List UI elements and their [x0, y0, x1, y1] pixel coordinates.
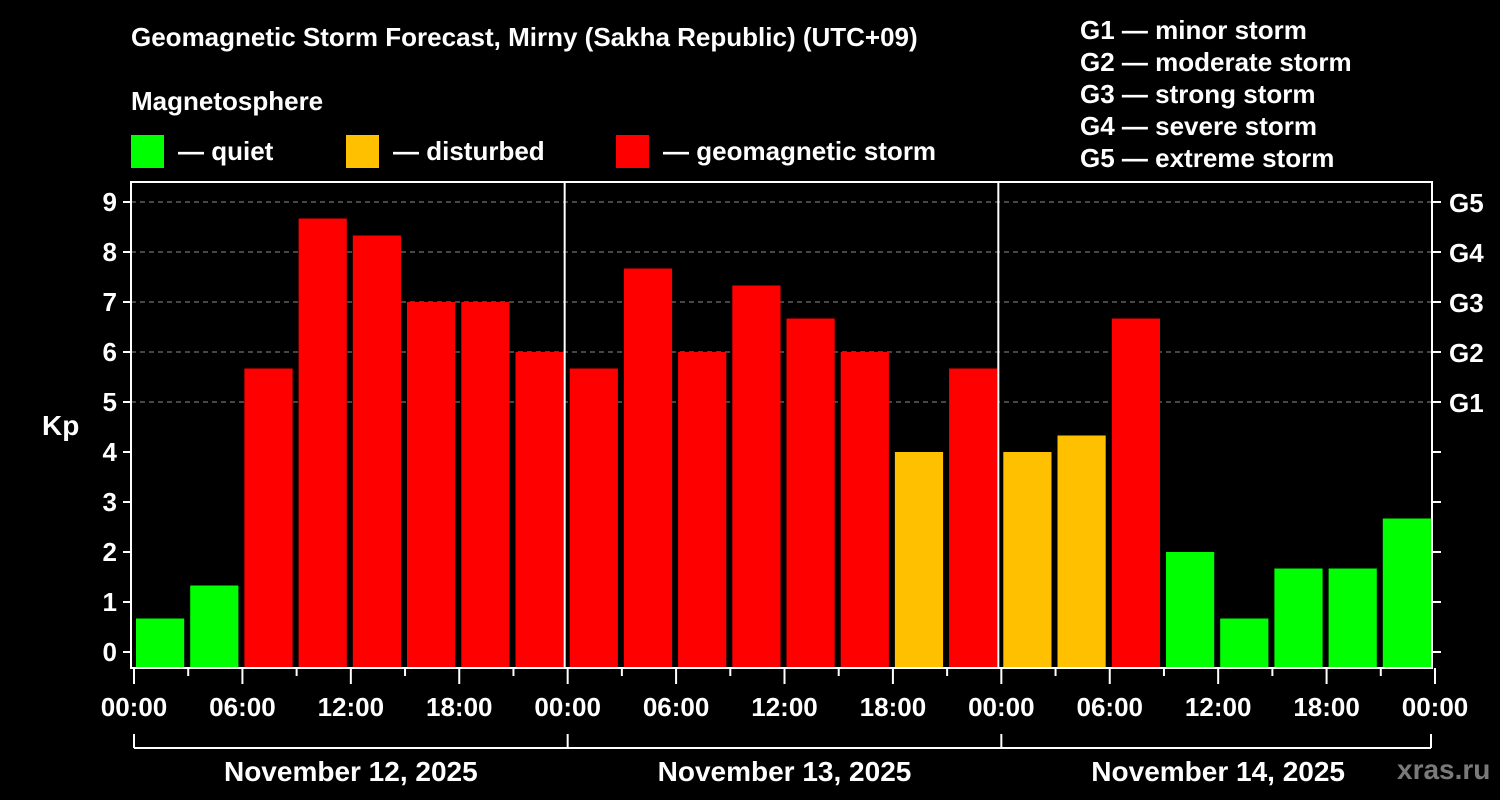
- x-tick-label: 18:00: [860, 692, 927, 722]
- y-tick-label: 0: [103, 637, 117, 667]
- y-axis-label: Kp: [42, 410, 80, 441]
- kp-bar: [1328, 568, 1377, 667]
- x-tick-label: 18:00: [1293, 692, 1360, 722]
- kp-bar: [136, 618, 185, 667]
- storm-scale-legend: G1 — minor storm G2 — moderate storm G3 …: [1080, 14, 1352, 174]
- g-level-label: G2: [1449, 338, 1484, 368]
- x-tick-label: 00:00: [968, 692, 1035, 722]
- x-tick-label: 00:00: [1402, 692, 1469, 722]
- plot-frame: [130, 181, 1433, 669]
- x-tick-label: 06:00: [1077, 692, 1144, 722]
- storm-scale-g1: G1 — minor storm: [1080, 15, 1307, 45]
- kp-bar: [623, 268, 673, 667]
- storm-scale-g5: G5 — extreme storm: [1080, 143, 1335, 173]
- storm-swatch-icon: [616, 134, 649, 168]
- kp-bar: [840, 352, 889, 667]
- x-tick-label: 00:00: [101, 692, 168, 722]
- quiet-swatch-icon: [131, 134, 164, 168]
- legend-title: Magnetosphere: [131, 86, 324, 116]
- y-tick-label: 5: [103, 387, 117, 417]
- kp-bar: [1111, 318, 1160, 667]
- kp-bar: [1166, 552, 1215, 667]
- g-level-label: G3: [1449, 288, 1484, 318]
- x-tick-label: 00:00: [534, 692, 601, 722]
- kp-bar: [569, 368, 618, 667]
- day-label: November 13, 2025: [658, 756, 912, 787]
- kp-bar: [1220, 618, 1269, 667]
- legend-item-disturbed: — disturbed: [346, 134, 545, 168]
- kp-bar: [352, 235, 401, 667]
- y-tick-label: 3: [103, 487, 117, 517]
- storm-scale-g2: G2 — moderate storm: [1080, 47, 1352, 77]
- kp-bar: [1003, 452, 1052, 667]
- kp-bar: [1274, 568, 1323, 667]
- kp-bar: [1382, 518, 1431, 667]
- x-tick-label: 12:00: [318, 692, 385, 722]
- watermark: xras.ru: [1397, 754, 1491, 785]
- x-tick-label: 06:00: [209, 692, 276, 722]
- kp-bar: [786, 318, 835, 667]
- x-tick-label: 12:00: [1185, 692, 1252, 722]
- g-level-label: G5: [1449, 188, 1484, 218]
- y-tick-label: 9: [103, 187, 117, 217]
- y-tick-label: 7: [103, 287, 117, 317]
- kp-bar: [298, 218, 347, 667]
- storm-scale-g3: G3 — strong storm: [1080, 79, 1316, 109]
- kp-bar: [732, 285, 781, 667]
- kp-bar: [894, 452, 944, 667]
- disturbed-swatch-icon: [346, 134, 379, 168]
- kp-bar: [1057, 435, 1106, 667]
- g-level-label: G1: [1449, 388, 1484, 418]
- kp-bar: [949, 368, 998, 667]
- g-level-label: G4: [1449, 238, 1484, 268]
- legend-label-storm: — geomagnetic storm: [663, 135, 937, 166]
- kp-bar: [244, 368, 293, 667]
- x-tick-label: 12:00: [751, 692, 818, 722]
- chart-title: Geomagnetic Storm Forecast, Mirny (Sakha…: [131, 22, 918, 52]
- x-tick-label: 06:00: [643, 692, 710, 722]
- y-tick-label: 8: [103, 237, 117, 267]
- kp-bar: [461, 302, 510, 667]
- y-tick-label: 4: [103, 437, 118, 467]
- legend-item-storm: — geomagnetic storm: [616, 134, 936, 168]
- x-tick-label: 18:00: [426, 692, 493, 722]
- kp-bar: [678, 352, 727, 667]
- kp-bar: [515, 352, 564, 667]
- legend-item-quiet: — quiet: [131, 134, 273, 168]
- y-tick-label: 6: [103, 337, 117, 367]
- y-tick-label: 2: [103, 537, 117, 567]
- kp-bar: [407, 302, 456, 667]
- day-label: November 12, 2025: [224, 756, 478, 787]
- day-label: November 14, 2025: [1091, 756, 1345, 787]
- kp-bar: [190, 585, 239, 667]
- legend-label-quiet: — quiet: [178, 135, 274, 166]
- storm-scale-g4: G4 — severe storm: [1080, 111, 1318, 141]
- y-tick-label: 1: [103, 587, 117, 617]
- legend-label-disturbed: — disturbed: [393, 135, 545, 166]
